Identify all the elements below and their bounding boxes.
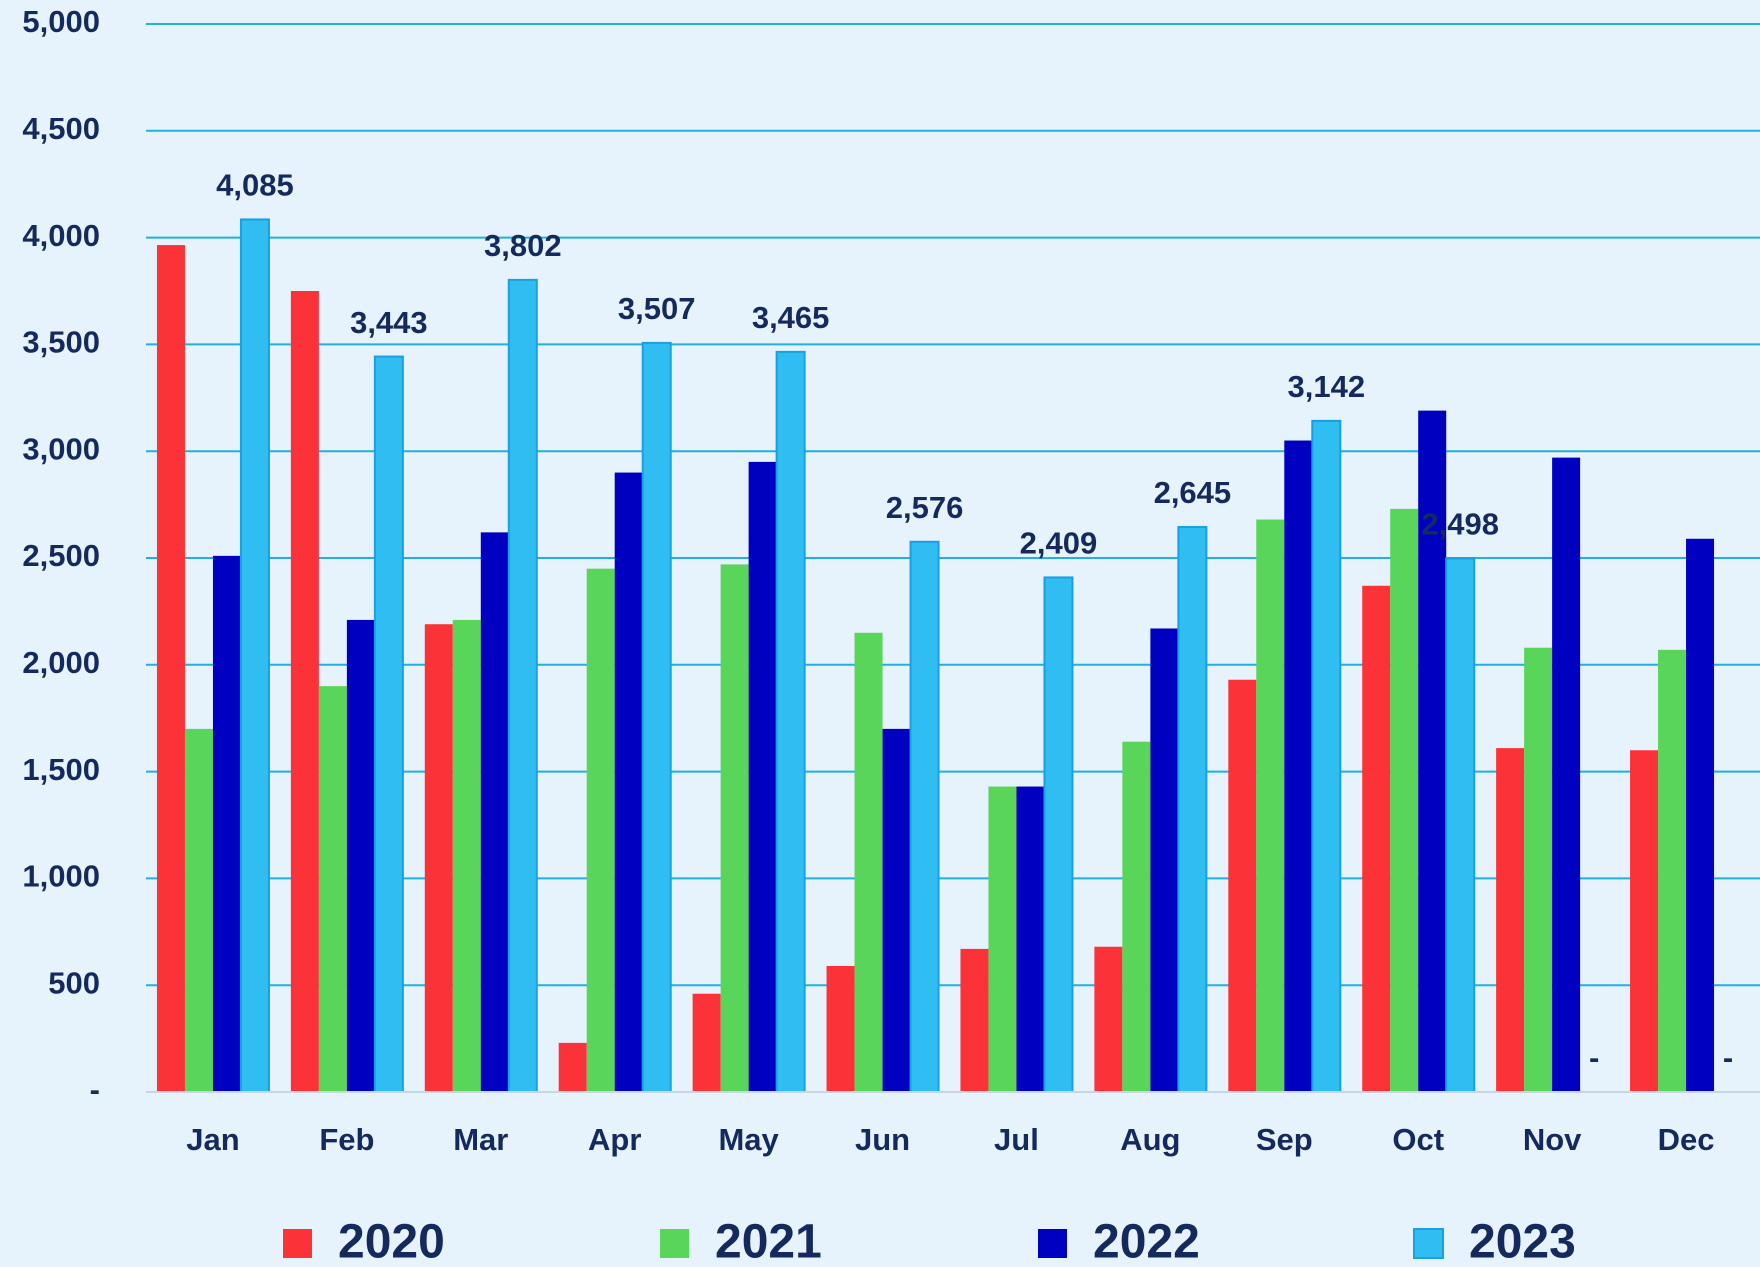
bar [1524, 647, 1553, 1092]
bar [290, 291, 319, 1092]
bar [1043, 576, 1074, 1093]
x-tick-label: Apr [588, 1122, 641, 1157]
x-tick-label: Dec [1658, 1122, 1715, 1157]
data-label: 3,802 [484, 228, 562, 263]
data-label: 2,498 [1421, 507, 1499, 542]
bar [1552, 457, 1581, 1092]
x-tick-label: Nov [1523, 1122, 1582, 1157]
bar [1016, 786, 1045, 1092]
bar [720, 564, 749, 1092]
bar [826, 965, 855, 1092]
y-tick-label: 4,500 [22, 111, 100, 146]
legend-swatch [1038, 1229, 1067, 1258]
bar [854, 632, 883, 1092]
legend-swatch [1413, 1228, 1444, 1259]
bar [212, 555, 241, 1092]
bar [318, 686, 347, 1092]
y-tick-label: 5,000 [22, 4, 100, 39]
bar [586, 568, 615, 1092]
legend-swatch [660, 1229, 689, 1258]
legend-swatch [283, 1229, 312, 1258]
y-tick-label: 500 [48, 965, 100, 1000]
bar [882, 728, 911, 1092]
bar [1150, 628, 1179, 1092]
x-tick-label: Feb [319, 1122, 374, 1157]
data-label: 4,085 [216, 168, 294, 203]
bar [452, 619, 481, 1092]
bar [1496, 748, 1525, 1092]
bar [1177, 526, 1208, 1093]
y-tick-label: 4,000 [22, 218, 100, 253]
bar [775, 350, 806, 1094]
data-label: 3,465 [752, 300, 830, 335]
bar [960, 948, 989, 1092]
y-tick-label: 1,500 [22, 752, 100, 787]
data-label: 2,409 [1020, 526, 1098, 561]
bar [692, 993, 721, 1092]
bar [1256, 519, 1285, 1092]
bar [239, 218, 270, 1094]
bar [1094, 946, 1123, 1092]
bar [1122, 741, 1151, 1092]
bar [909, 540, 940, 1093]
x-tick-label: Jul [994, 1122, 1039, 1157]
data-label: - [1589, 1040, 1599, 1075]
y-tick-label: 3,000 [22, 431, 100, 466]
bar [1418, 410, 1447, 1093]
y-tick-label: 3,500 [22, 325, 100, 360]
bar [1390, 508, 1419, 1092]
legend-label: 2022 [1093, 1216, 1200, 1267]
x-tick-label: May [718, 1122, 779, 1157]
legend-label: 2021 [715, 1216, 822, 1267]
data-label: 3,507 [618, 291, 696, 326]
x-tick-label: Mar [453, 1122, 508, 1157]
x-tick-label: Oct [1392, 1122, 1444, 1157]
bar [373, 355, 404, 1093]
bar [424, 624, 453, 1092]
bar [1686, 538, 1715, 1092]
bar [558, 1042, 587, 1092]
data-label: 2,576 [886, 490, 964, 525]
bar [1630, 750, 1659, 1092]
bar [346, 619, 375, 1092]
bar [614, 472, 643, 1092]
bar [480, 532, 509, 1092]
bar [184, 728, 213, 1092]
bar [1445, 557, 1476, 1093]
y-tick-label: 2,500 [22, 538, 100, 573]
x-tick-label: Jan [186, 1122, 239, 1157]
data-label: 3,142 [1288, 369, 1366, 404]
bar [988, 786, 1017, 1092]
bar [1362, 585, 1391, 1092]
y-tick-label: 1,000 [22, 859, 100, 894]
x-tick-label: Sep [1256, 1122, 1313, 1157]
x-tick-label: Jun [855, 1122, 910, 1157]
bar [1228, 679, 1257, 1092]
bar [156, 245, 185, 1093]
y-tick-label: 2,000 [22, 645, 100, 680]
legend-label: 2023 [1469, 1216, 1576, 1267]
bar [641, 341, 672, 1093]
data-label: 2,645 [1154, 475, 1232, 510]
data-label: 3,443 [350, 305, 428, 340]
bar [1658, 649, 1687, 1092]
x-tick-label: Aug [1120, 1122, 1180, 1157]
bar [1284, 440, 1313, 1092]
data-label: - [1723, 1040, 1733, 1075]
bar [1311, 419, 1342, 1094]
legend-label: 2020 [338, 1216, 445, 1267]
bar [507, 278, 538, 1093]
bar [748, 461, 777, 1092]
y-tick-label: - [90, 1072, 100, 1107]
